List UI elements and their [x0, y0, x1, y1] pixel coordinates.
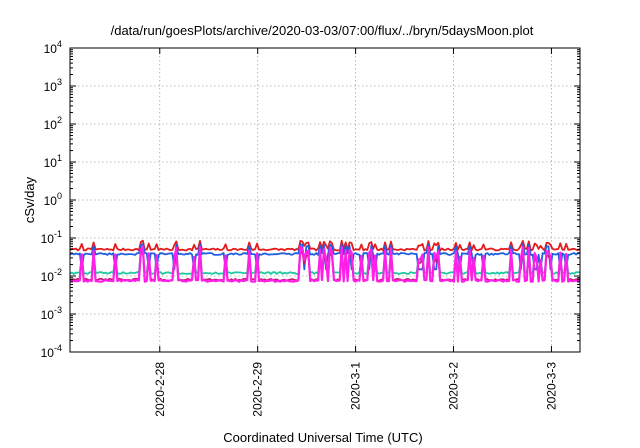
chart-title: /data/run/goesPlots/archive/2020-03-03/0… [111, 23, 534, 38]
y-tick-label: 100 [44, 191, 62, 208]
y-tick-label: 101 [44, 153, 62, 170]
series-line [69, 239, 581, 252]
y-tick-label: 10-4 [41, 343, 62, 360]
series-lines [69, 239, 581, 283]
x-tick-label: 2020-2-28 [153, 362, 167, 417]
series-line [70, 245, 581, 283]
x-axis-title: Coordinated Universal Time (UTC) [223, 430, 422, 445]
y-tick-label: 10-1 [41, 229, 62, 246]
y-tick-label: 103 [44, 77, 62, 94]
y-tick-label: 10-3 [41, 305, 62, 322]
x-tick-label: 2020-3-1 [349, 362, 363, 410]
x-tick-label: 2020-3-2 [447, 362, 461, 410]
y-tick-label: 10-2 [41, 267, 62, 284]
grid-lines [70, 48, 580, 352]
y-axis: 10-4 10-3 10-2 10-1 100 101 102 103 104 [41, 39, 580, 360]
y-tick-label: 104 [44, 39, 62, 56]
y-tick-label: 102 [44, 115, 62, 132]
y-axis-title: cSv/day [22, 176, 37, 223]
x-tick-label: 2020-2-29 [251, 362, 265, 417]
x-tick-label: 2020-3-3 [544, 362, 558, 410]
x-axis: 2020-2-28 2020-2-29 2020-3-1 2020-3-2 2020-3… [153, 48, 558, 417]
